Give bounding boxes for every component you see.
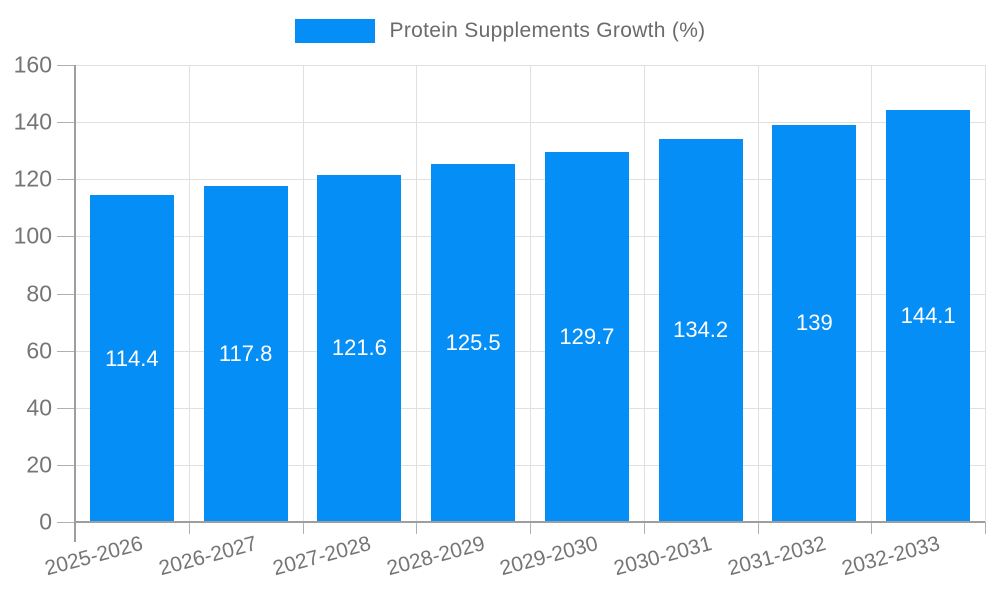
y-axis-line xyxy=(74,65,76,542)
bar-value-label: 139 xyxy=(796,310,833,336)
x-tick-label: 2028-2029 xyxy=(384,532,488,581)
x-gridline xyxy=(416,65,418,522)
x-tick-label: 2025-2026 xyxy=(42,532,146,581)
x-tick-label: 2026-2027 xyxy=(156,532,260,581)
x-axis-tick xyxy=(871,522,873,534)
bar-value-label: 129.7 xyxy=(559,323,615,349)
y-axis-tick xyxy=(57,65,75,66)
bar xyxy=(886,110,971,522)
y-axis-tick xyxy=(57,122,75,124)
y-axis-tick xyxy=(57,407,75,409)
x-gridline xyxy=(643,65,645,522)
x-tick-label: 2029-2030 xyxy=(497,532,601,581)
x-axis-tick xyxy=(643,522,645,534)
y-tick-label: 160 xyxy=(13,51,52,78)
y-axis-tick xyxy=(57,350,75,352)
y-axis-tick xyxy=(57,464,75,466)
bar-value-label: 134.2 xyxy=(673,317,729,343)
bar-value-label: 121.6 xyxy=(331,335,387,361)
y-axis-tick xyxy=(57,293,75,295)
x-axis-tick xyxy=(985,522,986,534)
bar xyxy=(89,195,174,522)
y-tick-label: 100 xyxy=(13,222,52,249)
x-tick-label: 2030-2031 xyxy=(611,532,715,581)
y-tick-label: 140 xyxy=(13,108,52,135)
x-axis-tick xyxy=(757,522,759,534)
bar xyxy=(317,174,402,522)
y-tick-label: 80 xyxy=(26,280,52,306)
legend-label: Protein Supplements Growth (%) xyxy=(389,19,706,42)
bar xyxy=(544,151,629,522)
x-axis-tick xyxy=(416,522,418,534)
x-gridline xyxy=(530,65,531,522)
bar-value-label: 117.8 xyxy=(218,340,273,366)
bar-value-label: 144.1 xyxy=(900,303,956,329)
y-axis-tick xyxy=(57,522,75,523)
bar xyxy=(772,124,857,522)
x-gridline xyxy=(871,65,873,522)
y-tick-label: 60 xyxy=(26,337,52,364)
x-tick-label: 2032-2033 xyxy=(839,532,943,581)
x-axis-tick xyxy=(302,522,304,534)
x-gridline xyxy=(302,65,304,522)
bar xyxy=(203,185,288,522)
y-axis-tick xyxy=(57,179,75,181)
x-tick-label: 2027-2028 xyxy=(270,532,374,581)
x-axis-line xyxy=(75,521,985,523)
x-gridline xyxy=(188,65,190,522)
bar xyxy=(658,138,743,522)
bar-value-label: 114.4 xyxy=(105,345,159,371)
y-tick-label: 120 xyxy=(13,165,52,192)
y-axis-tick xyxy=(57,236,75,238)
x-gridline xyxy=(985,65,986,522)
y-tick-label: 40 xyxy=(26,394,52,421)
legend-swatch xyxy=(294,19,375,43)
x-tick-label: 2031-2032 xyxy=(725,532,829,581)
y-tick-label: 0 xyxy=(39,508,52,535)
chart-legend: Protein Supplements Growth (%) xyxy=(0,14,1000,48)
bar xyxy=(431,163,516,522)
x-axis-tick xyxy=(530,522,531,534)
y-tick-label: 20 xyxy=(26,451,52,478)
x-axis-tick xyxy=(188,522,190,534)
bar-value-label: 125.5 xyxy=(445,329,501,355)
x-gridline xyxy=(757,65,759,522)
